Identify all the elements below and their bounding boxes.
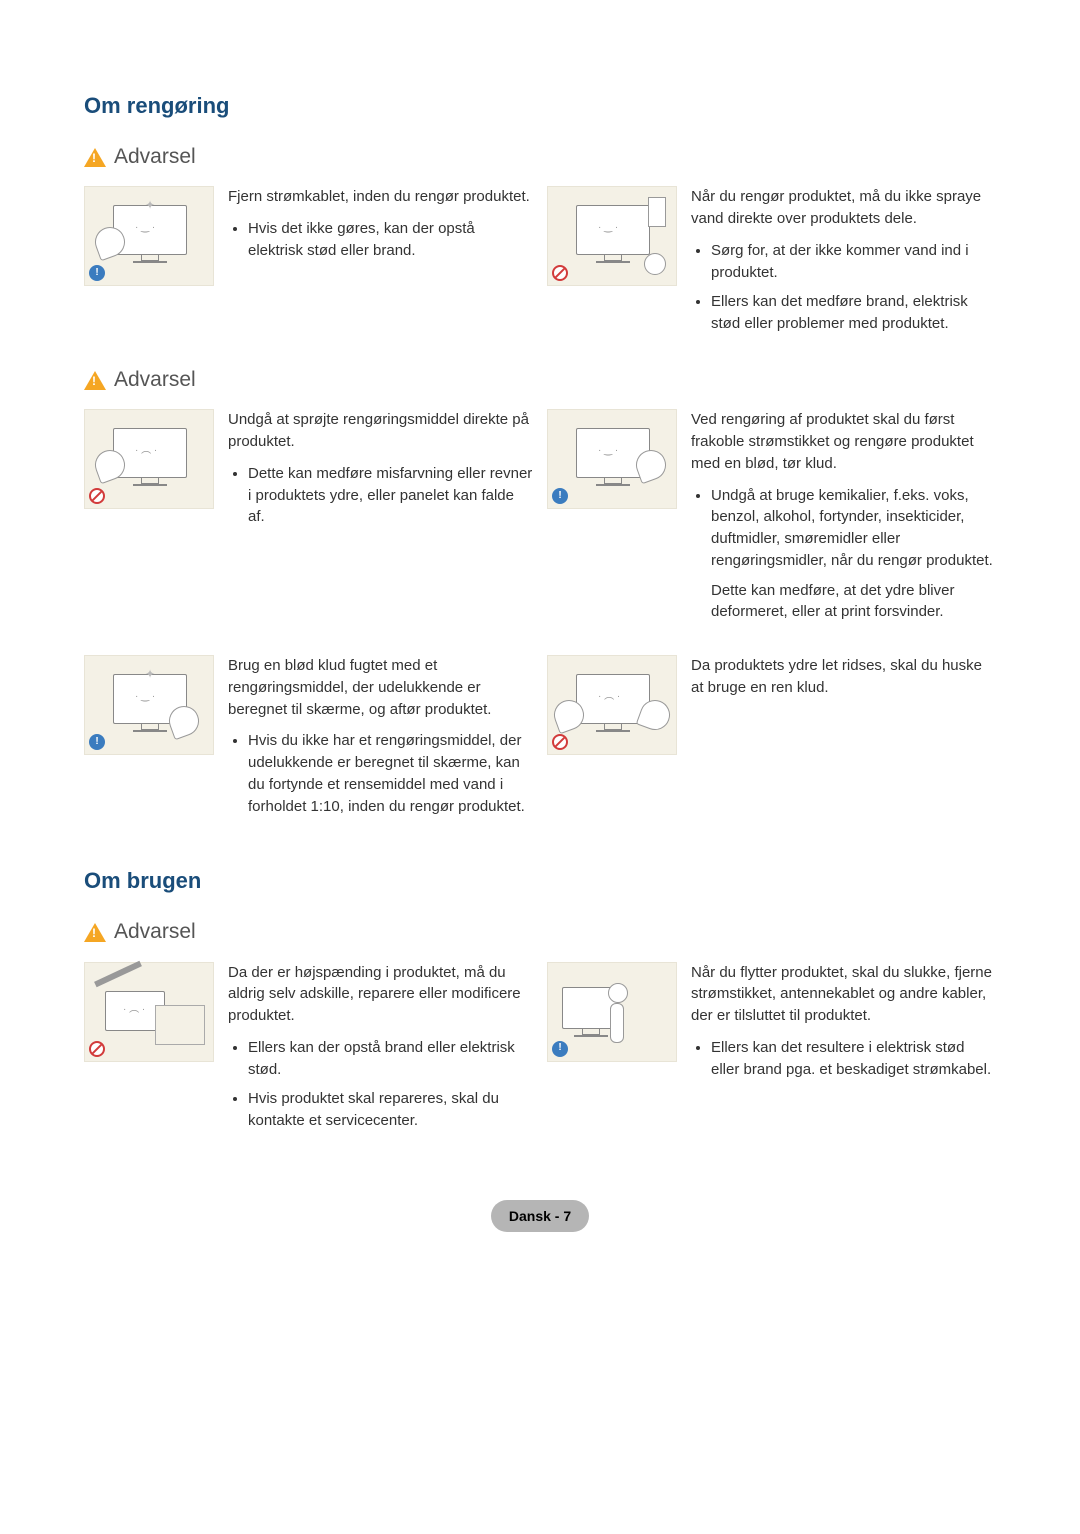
info-badge-icon: !	[552, 1041, 568, 1057]
illustration-dry-cloth: · ‿ · !	[547, 409, 677, 509]
info-badge-icon: !	[89, 734, 105, 750]
text-block: Da der er højspænding i produktet, må du…	[228, 962, 533, 1140]
warning-triangle-icon	[84, 371, 106, 390]
list-item: Dette kan medføre misfarvning eller revn…	[248, 463, 533, 528]
warning-header-3: Advarsel	[84, 917, 996, 947]
section-title-cleaning: Om rengøring	[84, 90, 996, 122]
paragraph: Fjern strømkablet, inden du rengør produ…	[228, 186, 533, 208]
illustration-no-spray-water: · ‿ ·	[547, 186, 677, 286]
illustration-no-disassemble: · ︵ ·	[84, 962, 214, 1062]
warning-header-1: Advarsel	[84, 142, 996, 172]
row-4: · ︵ · Da der er højspænding i produktet,…	[84, 962, 996, 1140]
warning-triangle-icon	[84, 923, 106, 942]
illustration-moving-product: !	[547, 962, 677, 1062]
text-block: Når du rengør produktet, må du ikke spra…	[691, 186, 996, 343]
list-item: Hvis du ikke har et rengøringsmiddel, de…	[248, 730, 533, 817]
row-2: · ︵ · Undgå at sprøjte rengøringsmiddel …	[84, 409, 996, 633]
paragraph: Brug en blød klud fugtet med et rengørin…	[228, 655, 533, 720]
text-block: Undgå at sprøjte rengøringsmiddel direkt…	[228, 409, 533, 633]
list-item: Sørg for, at der ikke kommer vand ind i …	[711, 240, 996, 284]
page-number: Dansk - 7	[491, 1200, 589, 1232]
paragraph: Da der er højspænding i produktet, må du…	[228, 962, 533, 1027]
prohibit-badge-icon	[552, 734, 568, 750]
section-title-usage: Om brugen	[84, 865, 996, 897]
paragraph: Da produktets ydre let ridses, skal du h…	[691, 655, 996, 699]
page-footer: Dansk - 7	[84, 1200, 996, 1232]
warning-label: Advarsel	[114, 365, 196, 395]
text-block: Da produktets ydre let ridses, skal du h…	[691, 655, 996, 825]
sub-paragraph: Dette kan medføre, at det ydre bliver de…	[691, 580, 996, 624]
illustration-no-spray-cleaner: · ︵ ·	[84, 409, 214, 509]
info-badge-icon: !	[552, 488, 568, 504]
illustration-soft-cloth: ✦· ‿ · !	[84, 655, 214, 755]
row-1: ✦· ‿ · ! Fjern strømkablet, inden du ren…	[84, 186, 996, 343]
illustration-clean-unplug: ✦· ‿ · !	[84, 186, 214, 286]
illustration-scratch-care: · ︵ ·	[547, 655, 677, 755]
list-item: Undgå at bruge kemikalier, f.eks. voks, …	[711, 485, 996, 572]
list-item: Hvis produktet skal repareres, skal du k…	[248, 1088, 533, 1132]
warning-label: Advarsel	[114, 142, 196, 172]
row-3: ✦· ‿ · ! Brug en blød klud fugtet med et…	[84, 655, 996, 825]
text-block: Brug en blød klud fugtet med et rengørin…	[228, 655, 533, 825]
paragraph: Når du flytter produktet, skal du slukke…	[691, 962, 996, 1027]
list-item: Ellers kan det resultere i elektrisk stø…	[711, 1037, 996, 1081]
warning-label: Advarsel	[114, 917, 196, 947]
text-block: Fjern strømkablet, inden du rengør produ…	[228, 186, 533, 343]
text-block: Når du flytter produktet, skal du slukke…	[691, 962, 996, 1140]
warning-triangle-icon	[84, 148, 106, 167]
warning-header-2: Advarsel	[84, 365, 996, 395]
paragraph: Når du rengør produktet, må du ikke spra…	[691, 186, 996, 230]
paragraph: Undgå at sprøjte rengøringsmiddel direkt…	[228, 409, 533, 453]
prohibit-badge-icon	[89, 1041, 105, 1057]
paragraph: Ved rengøring af produktet skal du først…	[691, 409, 996, 474]
text-block: Ved rengøring af produktet skal du først…	[691, 409, 996, 633]
list-item: Hvis det ikke gøres, kan der opstå elekt…	[248, 218, 533, 262]
list-item: Ellers kan der opstå brand eller elektri…	[248, 1037, 533, 1081]
info-badge-icon: !	[89, 265, 105, 281]
prohibit-badge-icon	[552, 265, 568, 281]
list-item: Ellers kan det medføre brand, elektrisk …	[711, 291, 996, 335]
prohibit-badge-icon	[89, 488, 105, 504]
